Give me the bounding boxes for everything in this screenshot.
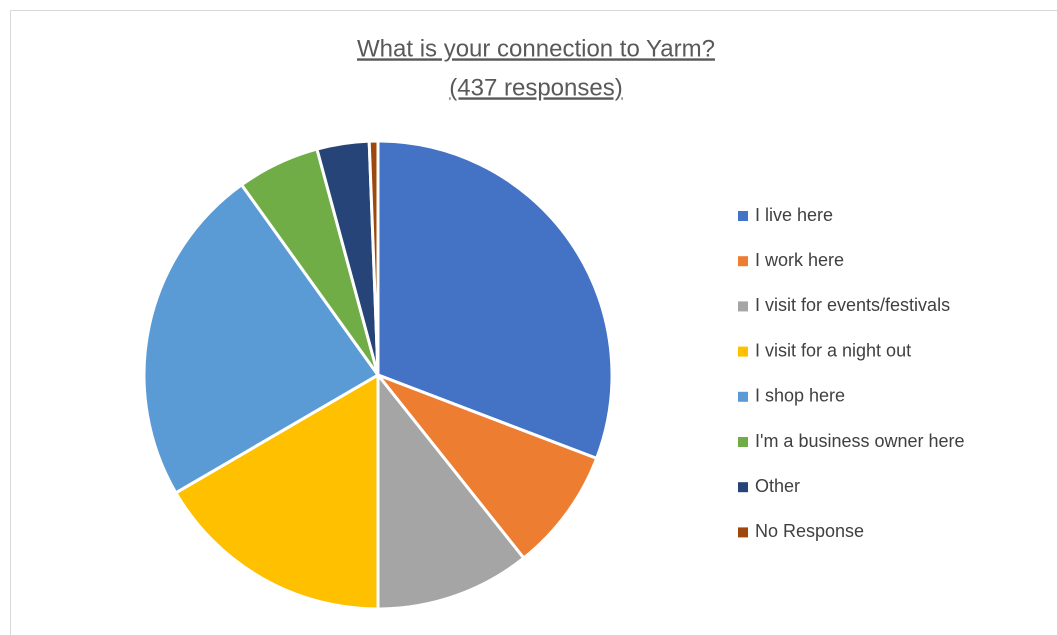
legend-label: I work here <box>755 250 844 270</box>
legend-swatch <box>738 301 748 312</box>
legend-swatch <box>738 391 748 402</box>
legend-label: I visit for a night out <box>755 340 911 360</box>
legend-swatch <box>738 211 748 221</box>
chart-subtitle: (437 responses) <box>449 74 622 101</box>
legend-label: I live here <box>755 205 833 225</box>
legend-swatch <box>738 527 748 538</box>
legend-label: Other <box>755 476 800 496</box>
pie-slice <box>367 139 380 376</box>
pie-slice <box>376 139 614 461</box>
legend-label: I visit for events/festivals <box>755 295 950 315</box>
pie-slice <box>142 182 381 495</box>
legend-label: I shop here <box>755 386 845 406</box>
pie-slice <box>373 371 599 561</box>
legend-label: I'm a business owner here <box>755 431 965 451</box>
legend-swatch <box>738 482 748 493</box>
legend-swatch <box>738 437 748 447</box>
legend-swatch <box>738 346 748 357</box>
legend-swatch <box>738 256 748 267</box>
pie-slice <box>376 370 526 611</box>
legend-label: No Response <box>755 521 864 541</box>
chart-title: What is your connection to Yarm? <box>357 35 715 62</box>
pie-slice <box>173 372 380 611</box>
